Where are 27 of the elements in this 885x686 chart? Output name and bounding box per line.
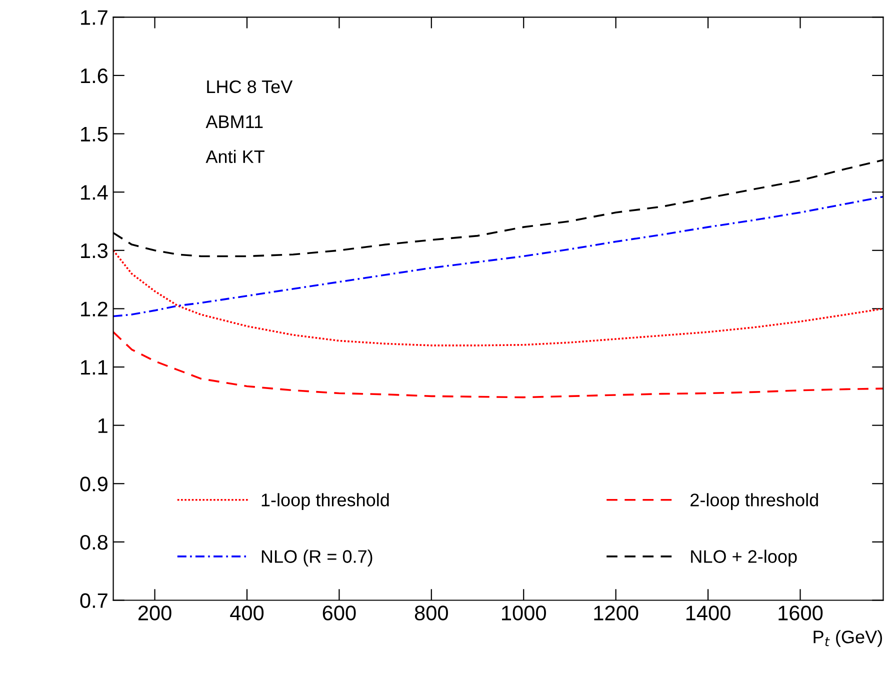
x-tick-label: 600 (322, 606, 356, 620)
y-tick-label: 1.2 (81, 302, 108, 316)
y-tick-label: 1.4 (81, 185, 108, 200)
y-tick-label: 1.1 (81, 360, 108, 375)
annotation: Anti KT (206, 150, 264, 164)
annotation: LHC 8 TeV (207, 80, 293, 94)
x-tick-label: 800 (414, 606, 448, 620)
legend-label: 1-loop threshold (262, 493, 389, 510)
x-tick-label: 1400 (686, 606, 730, 620)
legend-label: 2-loop threshold (690, 493, 818, 510)
x-tick-label: 1600 (778, 606, 823, 620)
y-tick-label: 1.3 (81, 243, 108, 258)
annotation: ABM11 (206, 116, 263, 128)
y-tick-label: 1.6 (81, 68, 108, 84)
y-tick-label: 0.8 (80, 534, 108, 550)
legend-label: NLO (R = 0.7) (262, 550, 372, 566)
legend-label: NLO + 2-loop (691, 550, 797, 567)
x-tick-label: 1200 (594, 606, 638, 620)
x-tick-label: 400 (230, 606, 264, 620)
x-axis-title: P$_{t}$ (GeV) (814, 630, 882, 647)
y-tick-label: 0.9 (80, 476, 108, 492)
y-tick-label: 1 (98, 418, 108, 433)
y-tick-label: 0.7 (80, 593, 108, 608)
x-tick-label: 200 (138, 606, 172, 620)
y-tick-label: 1.5 (81, 126, 108, 142)
x-tick-label: 1000 (502, 606, 546, 620)
y-tick-label: 1.7 (81, 10, 108, 25)
